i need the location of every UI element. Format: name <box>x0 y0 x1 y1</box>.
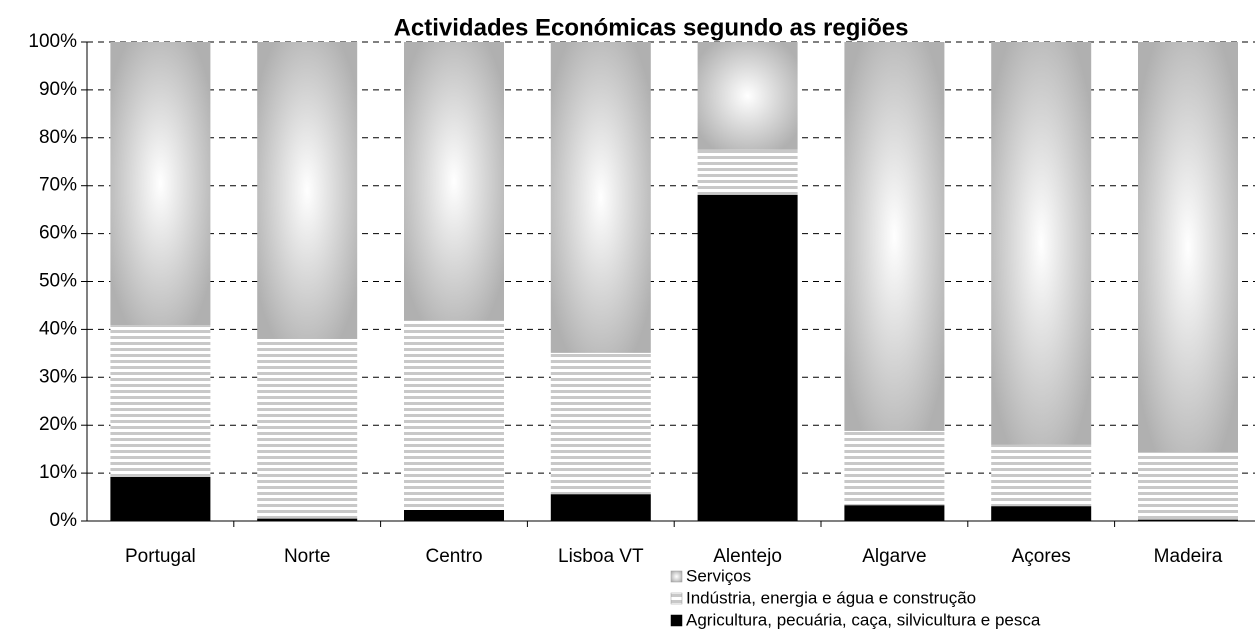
bar-segment <box>257 518 358 521</box>
bar-segment <box>991 42 1092 445</box>
bar-segment <box>697 149 798 195</box>
y-tick-label: 0% <box>50 510 78 531</box>
y-tick-label: 40% <box>39 318 77 339</box>
bar-segment <box>110 325 211 477</box>
bar-segment <box>257 338 358 519</box>
bar-segment <box>550 42 651 353</box>
x-tick-label: Madeira <box>1154 546 1223 567</box>
bar-segment <box>110 476 211 521</box>
x-tick-label: Portugal <box>125 546 196 567</box>
x-tick-label: Lisboa VT <box>558 546 644 567</box>
y-tick-label: 60% <box>39 223 77 244</box>
x-tick-label: Centro <box>425 546 482 567</box>
x-tick-label: Alentejo <box>713 546 782 567</box>
y-tick-label: 90% <box>39 79 77 100</box>
x-tick-label: Norte <box>284 546 330 567</box>
legend-label: Serviços <box>686 566 751 585</box>
y-tick-label: 30% <box>39 366 77 387</box>
legend-label: Agricultura, pecuária, caça, silvicultur… <box>686 610 1041 629</box>
bar-segment <box>404 42 504 321</box>
bar-segment <box>991 506 1092 521</box>
bar-segment <box>1138 452 1238 520</box>
bar-segment <box>697 194 798 521</box>
y-tick-label: 70% <box>39 175 77 196</box>
bar-segment <box>844 430 945 506</box>
bar-segment <box>550 352 651 495</box>
legend-swatch <box>670 570 683 583</box>
bar-segment <box>404 320 504 510</box>
bar-segment <box>844 505 945 521</box>
y-tick-label: 50% <box>39 271 77 292</box>
x-tick-label: Açores <box>1012 546 1071 567</box>
y-tick-label: 100% <box>28 31 77 52</box>
bar-segment <box>844 42 945 431</box>
bar-segment <box>1138 519 1238 521</box>
bar-segment <box>257 42 358 339</box>
legend-swatch <box>670 614 683 627</box>
x-tick-label: Algarve <box>862 546 926 567</box>
legend-swatch <box>670 592 683 605</box>
chart-title: Actividades Económicas segundo as regiõe… <box>394 14 909 41</box>
y-tick-label: 10% <box>39 462 77 483</box>
bar-segment <box>697 42 798 150</box>
y-tick-label: 80% <box>39 127 77 148</box>
bar-segment <box>110 42 211 326</box>
bar-segment <box>550 494 651 521</box>
bar-segment <box>404 509 504 521</box>
y-tick-label: 20% <box>39 414 77 435</box>
bar-segment <box>991 444 1092 507</box>
legend-label: Indústria, energia e água e construção <box>686 588 976 607</box>
bar-segment <box>1138 42 1238 453</box>
